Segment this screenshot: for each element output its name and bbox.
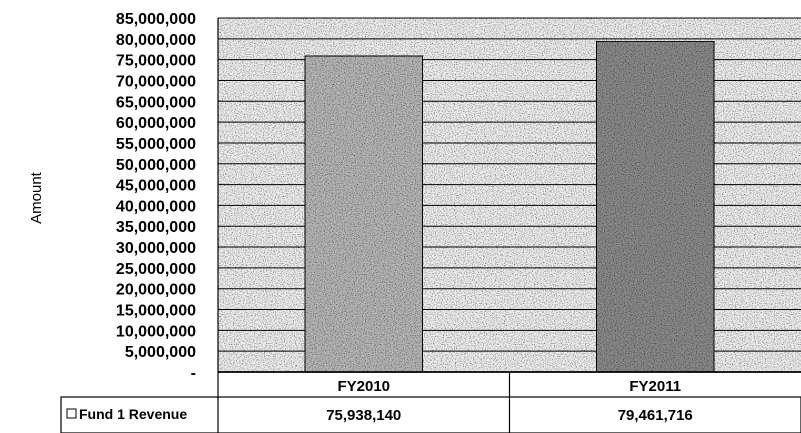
- legend-series-name: Fund 1 Revenue: [79, 406, 187, 422]
- y-tick-label: 10,000,000: [116, 323, 196, 340]
- bars: [304, 40, 715, 373]
- y-tick-label: 50,000,000: [116, 157, 196, 174]
- table-row-border: [60, 396, 801, 433]
- y-tick-label: 55,000,000: [116, 136, 196, 153]
- y-tick-label: 75,000,000: [116, 53, 196, 70]
- x-category-label: FY2011: [629, 378, 681, 395]
- data-table: FY2010 75,938,140 FY2011 79,461,716 Fund 1 R…: [60, 371, 801, 433]
- table-value: 75,938,140: [326, 407, 401, 424]
- x-category-label: FY2010: [337, 378, 390, 395]
- y-tick-label: 80,000,000: [116, 32, 196, 49]
- y-tick-label: 85,000,000: [116, 11, 196, 28]
- y-tick-label: 20,000,000: [116, 282, 196, 299]
- y-tick-label: 35,000,000: [116, 219, 196, 236]
- y-tick-label: 60,000,000: [116, 115, 196, 132]
- y-tick-label: -: [191, 365, 196, 382]
- y-tick-label: 70,000,000: [116, 73, 196, 90]
- y-tick-label: 65,000,000: [116, 94, 196, 111]
- y-axis-label: Amount: [28, 171, 45, 224]
- bar: [595, 40, 715, 373]
- y-tick-label: 25,000,000: [116, 261, 196, 278]
- bar: [304, 54, 424, 373]
- y-tick-label: 45,000,000: [116, 178, 196, 195]
- y-tick-label: 30,000,000: [116, 240, 196, 257]
- y-tick-label: 15,000,000: [116, 303, 196, 320]
- y-tick-label: 40,000,000: [116, 198, 196, 215]
- y-axis: - 5,000,000 10,000,000 15,000,000 20,000,000…: [116, 11, 219, 433]
- y-tick-label: 5,000,000: [125, 344, 196, 361]
- table-value: 79,461,716: [618, 407, 693, 424]
- legend-key: [66, 408, 77, 419]
